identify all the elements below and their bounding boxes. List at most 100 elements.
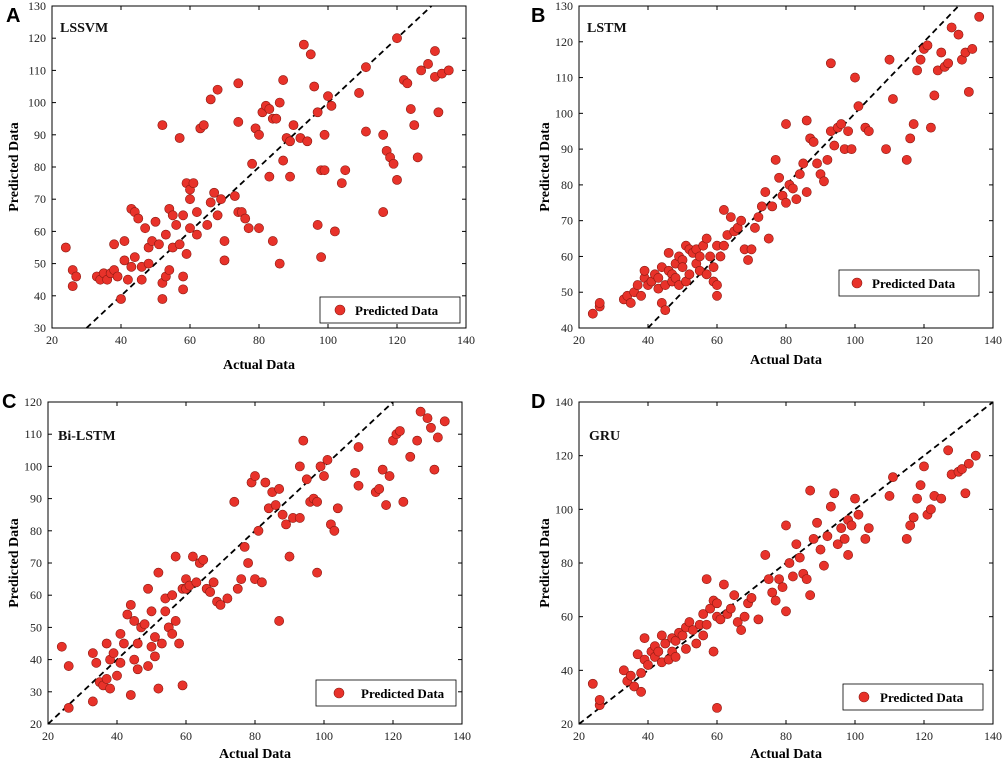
y-tick-label: 100: [28, 96, 46, 110]
data-point: [854, 510, 863, 519]
data-point: [826, 59, 835, 68]
data-point: [954, 30, 963, 39]
data-point: [643, 660, 652, 669]
scatter-chart-c: 20 40 60 80 100 120 14020304050607080901001101…: [0, 382, 501, 764]
data-point: [113, 272, 122, 281]
data-point: [923, 41, 932, 50]
x-tick-label: 20: [573, 333, 585, 347]
x-axis-label: Actual Data: [219, 747, 291, 762]
x-tick-label: 100: [846, 333, 864, 347]
y-tick-label: 40: [561, 321, 573, 335]
data-point: [306, 50, 315, 59]
data-point: [64, 661, 73, 670]
y-tick-label: 40: [561, 663, 573, 677]
data-point: [127, 262, 136, 271]
data-point: [964, 87, 973, 96]
data-point: [254, 224, 263, 233]
data-point: [354, 88, 363, 97]
data-point: [919, 462, 928, 471]
data-point: [299, 436, 308, 445]
legend-marker: [334, 688, 344, 698]
data-point: [268, 236, 277, 245]
data-point: [844, 127, 853, 136]
x-tick-label: 20: [42, 729, 54, 743]
data-point: [171, 552, 180, 561]
legend-label: Predicted Data: [880, 690, 964, 705]
data-point: [285, 552, 294, 561]
data-point: [250, 471, 259, 480]
data-point: [375, 484, 384, 493]
data-point: [313, 497, 322, 506]
data-point: [640, 266, 649, 275]
data-point: [406, 104, 415, 113]
data-point: [361, 127, 370, 136]
x-tick-label: 40: [115, 333, 127, 347]
data-point: [423, 59, 432, 68]
data-point: [330, 526, 339, 535]
y-tick-label: 100: [555, 502, 573, 516]
y-tick-label: 80: [34, 160, 46, 174]
data-point: [916, 55, 925, 64]
data-point: [792, 195, 801, 204]
data-point: [161, 230, 170, 239]
data-point: [971, 451, 980, 460]
data-point: [754, 615, 763, 624]
panel-letter: C: [2, 391, 16, 413]
data-point: [361, 63, 370, 72]
data-point: [141, 224, 150, 233]
data-point: [661, 306, 670, 315]
data-point: [588, 309, 597, 318]
data-point: [719, 580, 728, 589]
data-point: [241, 214, 250, 223]
data-point: [788, 184, 797, 193]
data-point: [133, 639, 142, 648]
data-point: [354, 481, 363, 490]
chart-title: LSTM: [587, 21, 627, 36]
data-point: [964, 459, 973, 468]
y-axis-label: Predicted Data: [538, 122, 553, 212]
data-point: [726, 604, 735, 613]
data-point: [444, 66, 453, 75]
panel-d: 20 40 60 80 100 120 140 20 40 60 80 100 120 140 D GRU…: [531, 382, 1003, 764]
data-point: [761, 550, 770, 559]
data-point: [323, 455, 332, 464]
data-point: [678, 263, 687, 272]
y-tick-label: 60: [561, 610, 573, 624]
y-tick-label: 120: [555, 449, 573, 463]
data-point: [812, 518, 821, 527]
data-point: [395, 426, 404, 435]
data-point: [413, 436, 422, 445]
data-point: [885, 55, 894, 64]
scatter-chart-b: 20 40 60 80 100 120 14040506070809010011012013…: [531, 0, 1003, 382]
data-point: [199, 121, 208, 130]
y-tick-label: 120: [28, 31, 46, 45]
legend: Predicted Data: [843, 684, 983, 710]
y-tick-label: 110: [28, 63, 46, 77]
data-point: [126, 690, 135, 699]
data-point: [902, 534, 911, 543]
data-point: [788, 572, 797, 581]
data-point: [719, 205, 728, 214]
data-point: [206, 95, 215, 104]
data-point: [382, 500, 391, 509]
data-point: [709, 647, 718, 656]
data-point: [930, 91, 939, 100]
data-point: [134, 214, 143, 223]
y-axis-label: Predicted Data: [7, 518, 22, 608]
data-point: [795, 170, 804, 179]
data-point: [109, 649, 118, 658]
data-point: [754, 212, 763, 221]
plot-area: 20 40 60 80 100 120 140 30 40 50 60 70 80 90 100 110 120…: [28, 0, 475, 347]
x-axis-label: Actual Data: [750, 747, 822, 762]
data-point: [143, 661, 152, 670]
legend-marker: [852, 278, 862, 288]
data-point: [333, 504, 342, 513]
data-point: [310, 82, 319, 91]
data-point: [72, 272, 81, 281]
data-point: [802, 575, 811, 584]
panel-letter: B: [531, 5, 545, 27]
data-point: [147, 607, 156, 616]
data-point: [392, 175, 401, 184]
data-point: [885, 491, 894, 500]
data-point: [702, 234, 711, 243]
